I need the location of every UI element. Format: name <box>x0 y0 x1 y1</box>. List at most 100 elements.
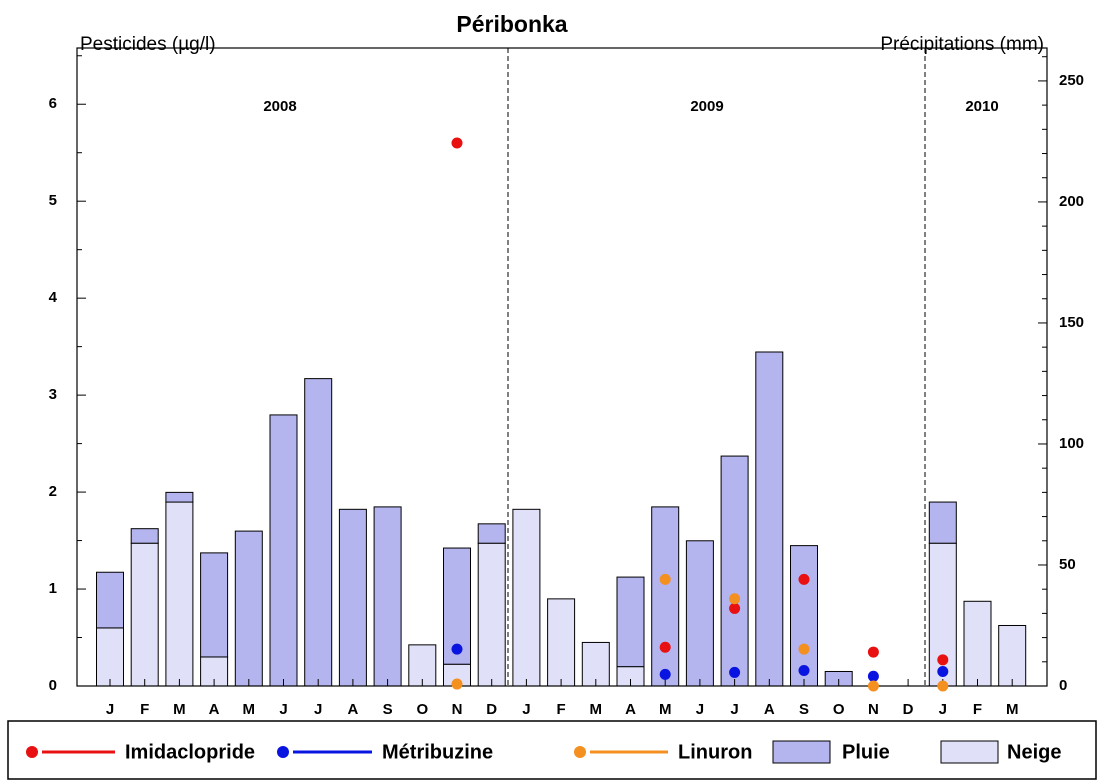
point <box>798 573 810 585</box>
bar <box>477 542 506 687</box>
bar <box>130 528 159 544</box>
x-tick-label: S <box>383 701 393 718</box>
x-tick-label: M <box>590 701 603 718</box>
legend-swatch <box>940 740 999 764</box>
bar <box>165 491 194 503</box>
y2-axis-label: Précipitations (mm) <box>880 34 1044 55</box>
bar <box>755 351 784 687</box>
x-tick-label: A <box>764 701 775 718</box>
x-tick-label: N <box>868 701 879 718</box>
x-tick-label: O <box>416 701 428 718</box>
year-label: 2008 <box>263 98 296 115</box>
x-tick-label: J <box>279 701 287 718</box>
point <box>659 668 671 680</box>
bar <box>547 598 576 687</box>
legend-dot <box>574 746 586 758</box>
chart-title: Péribonka <box>456 11 567 37</box>
x-tick-label: D <box>903 701 914 718</box>
point <box>659 573 671 585</box>
y-tick-label: 5 <box>49 192 57 209</box>
legend-label: Pluie <box>842 741 890 763</box>
bar <box>477 523 506 544</box>
x-tick-label: F <box>140 701 149 718</box>
y2-tick-label: 50 <box>1059 556 1076 573</box>
y2-tick-label: 250 <box>1059 72 1084 89</box>
y-tick-label: 2 <box>49 483 57 500</box>
bar <box>616 576 645 668</box>
point <box>798 664 810 676</box>
x-tick-label: A <box>625 701 636 718</box>
bar <box>234 530 263 687</box>
y-tick-label: 4 <box>49 289 58 306</box>
bar <box>928 501 957 544</box>
x-tick-label: O <box>833 701 845 718</box>
x-tick-label: N <box>452 701 463 718</box>
point <box>867 680 879 692</box>
bar <box>304 378 333 687</box>
bar <box>685 540 714 687</box>
y2-tick-label: 0 <box>1059 677 1067 694</box>
point <box>867 670 879 682</box>
bar <box>200 552 229 658</box>
legend-dot <box>26 746 38 758</box>
bar <box>512 508 541 687</box>
point <box>659 641 671 653</box>
bar <box>963 600 992 687</box>
y-tick-label: 0 <box>49 677 57 694</box>
legend-dot <box>277 746 289 758</box>
x-tick-label: A <box>209 701 220 718</box>
x-tick-label: M <box>173 701 186 718</box>
point <box>937 665 949 677</box>
x-tick-label: J <box>314 701 322 718</box>
bar <box>96 627 124 687</box>
y2-tick-label: 200 <box>1059 193 1084 210</box>
legend-label: Neige <box>1007 741 1061 763</box>
y2-tick-label: 150 <box>1059 314 1084 331</box>
bar <box>790 545 818 687</box>
x-tick-label: J <box>522 701 530 718</box>
y-axis-label: Pesticides (µg/l) <box>80 34 216 55</box>
point <box>729 666 741 678</box>
bar <box>998 624 1027 687</box>
legend-swatch <box>772 740 831 764</box>
bar <box>130 542 159 687</box>
x-tick-label: F <box>973 701 982 718</box>
y-tick-label: 3 <box>49 386 57 403</box>
y-tick-label: 6 <box>49 95 57 112</box>
bar <box>96 571 124 629</box>
point <box>798 643 810 655</box>
year-label: 2009 <box>690 98 723 115</box>
bar <box>165 501 194 687</box>
bar <box>373 506 402 687</box>
y2-tick-label: 100 <box>1059 435 1084 452</box>
x-tick-label: M <box>1006 701 1019 718</box>
point <box>451 137 463 149</box>
bar <box>720 455 749 687</box>
x-tick-label: J <box>696 701 704 718</box>
x-tick-label: D <box>486 701 497 718</box>
point <box>867 646 879 658</box>
x-tick-label: S <box>799 701 809 718</box>
x-tick-label: M <box>659 701 672 718</box>
plot-frame <box>76 47 1048 687</box>
x-tick-label: J <box>939 701 947 718</box>
legend-label: Linuron <box>678 741 752 763</box>
x-tick-label: A <box>347 701 358 718</box>
point <box>729 602 741 614</box>
point <box>937 654 949 666</box>
x-tick-label: J <box>730 701 738 718</box>
y-tick-label: 1 <box>49 580 57 597</box>
point <box>451 643 463 655</box>
bar <box>338 508 367 687</box>
legend-label: Métribuzine <box>382 741 493 763</box>
year-label: 2010 <box>965 98 998 115</box>
x-tick-label: J <box>106 701 114 718</box>
bar <box>651 506 680 687</box>
x-tick-label: F <box>557 701 566 718</box>
bar <box>269 414 298 687</box>
x-tick-label: M <box>243 701 256 718</box>
point <box>451 678 463 690</box>
legend-box <box>7 720 1097 780</box>
